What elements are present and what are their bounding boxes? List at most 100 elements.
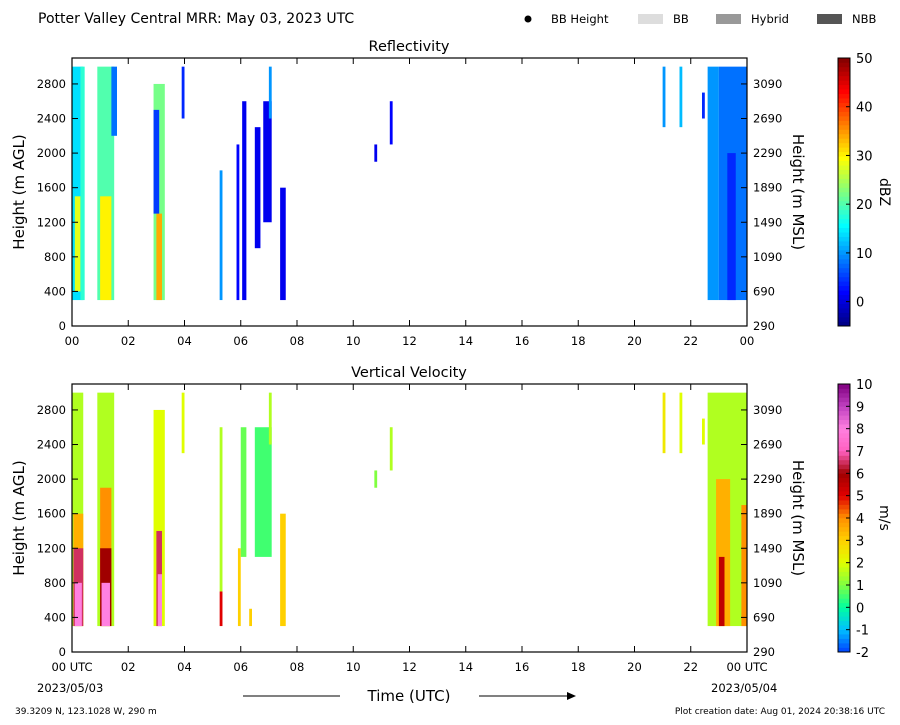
vertical-velocity-xtick-label: 08 — [290, 660, 305, 674]
start-date: 2023/05/03 — [37, 681, 103, 695]
reflectivity-panel: Reflectivity 00 02 04 06 08 10 12 14 16 18 20 22 000… — [10, 39, 892, 348]
reflectivity-xtick-label: 16 — [515, 334, 530, 348]
reflectivity-xtick-label: 00 — [740, 334, 755, 348]
vertical-velocity-colorbar-swatch — [838, 406, 850, 412]
vertical-velocity-colorbar-swatch — [838, 580, 850, 586]
vertical-velocity-colorbar-swatch — [838, 517, 850, 523]
vertical-velocity-colorbar-swatch — [838, 455, 850, 461]
vertical-velocity-ytick-right-label: 290 — [753, 645, 775, 659]
vertical-velocity-xtick-label: 02 — [121, 660, 136, 674]
reflectivity-ylabel-right: Height (m MSL) — [789, 134, 807, 250]
reflectivity-colorbar-swatch — [838, 205, 850, 211]
vertical-velocity-xtick-label: 12 — [402, 660, 417, 674]
reflectivity-colorbar-swatch — [838, 124, 850, 130]
reflectivity-ytick-left-label: 800 — [44, 250, 66, 264]
creation-date-text: Plot creation date: Aug 01, 2024 20:38:1… — [675, 707, 885, 717]
vertical-velocity-ytick-left-label: 800 — [44, 576, 66, 590]
reflectivity-ytick-left-label: 2800 — [37, 77, 66, 91]
vertical-velocity-echo-cell — [249, 608, 252, 627]
vertical-velocity-echo-cell — [268, 392, 272, 445]
reflectivity-colorbar-label: dBZ — [876, 178, 892, 206]
vertical-velocity-colorbar-swatch — [838, 557, 850, 563]
vertical-velocity-colorbar-swatch — [838, 642, 850, 648]
reflectivity-echo-cell — [219, 170, 223, 301]
reflectivity-colorbar-swatch — [838, 245, 850, 251]
legend-bb-height-marker — [524, 15, 532, 23]
vertical-velocity-xtick-label: 22 — [683, 660, 698, 674]
vertical-velocity-xtick-label: 06 — [233, 660, 248, 674]
reflectivity-colorbar-swatch — [838, 97, 850, 103]
vertical-velocity-colorbar-tick-label: 7 — [856, 445, 864, 460]
reflectivity-colorbar-tick-label: 0 — [856, 296, 864, 311]
vertical-velocity-colorbar-swatch — [838, 441, 850, 447]
reflectivity-plot-frame — [71, 57, 748, 327]
reflectivity-colorbar-swatch — [838, 294, 850, 300]
vertical-velocity-colorbar-swatch — [838, 446, 850, 452]
vertical-velocity-colorbar-swatch — [838, 392, 850, 398]
reflectivity-title: Reflectivity — [369, 39, 450, 55]
vertical-velocity-colorbar-swatch — [838, 611, 850, 617]
vertical-velocity-colorbar-swatch — [838, 584, 850, 590]
vertical-velocity-ytick-right-label: 3090 — [753, 403, 782, 417]
vertical-velocity-colorbar-swatch — [838, 615, 850, 622]
reflectivity-echo-cell — [268, 66, 272, 119]
vertical-velocity-colorbar-swatch — [838, 638, 850, 644]
vertical-velocity-colorbar-swatch — [838, 508, 850, 514]
vertical-velocity-ytick-left-label: 0 — [59, 645, 66, 659]
vertical-velocity-xtick-label: 04 — [177, 660, 192, 674]
reflectivity-colorbar-swatch — [838, 57, 850, 63]
reflectivity-colorbar-swatch — [838, 129, 850, 135]
figure-title: Potter Valley Central MRR: May 03, 2023 … — [38, 11, 354, 27]
vertical-velocity-colorbar-tick-label: 3 — [856, 534, 864, 549]
reflectivity-colorbar-swatch — [838, 196, 850, 202]
vertical-velocity-title: Vertical Velocity — [351, 365, 467, 381]
vertical-velocity-echo-cell — [718, 556, 725, 627]
reflectivity-colorbar-swatch — [838, 218, 850, 224]
vertical-velocity-colorbar-swatch — [838, 513, 850, 519]
legend-bb-swatch — [638, 14, 663, 24]
vertical-velocity-ytick-right-label: 1090 — [753, 576, 782, 590]
vertical-velocity-echo-cell — [240, 427, 247, 557]
vertical-velocity-colorbar-label: m/s — [876, 505, 892, 531]
vertical-velocity-colorbar-swatch — [838, 490, 850, 496]
vertical-velocity-echo-cell — [101, 582, 110, 627]
reflectivity-colorbar-swatch — [838, 209, 850, 215]
reflectivity-echo-cell — [242, 101, 247, 301]
reflectivity-ytick-right-label: 1490 — [753, 215, 782, 229]
reflectivity-colorbar-swatch — [838, 254, 850, 260]
reflectivity-echo-cell — [389, 101, 393, 145]
vertical-velocity-ylabel-right: Height (m MSL) — [789, 460, 807, 576]
reflectivity-echo-cell — [181, 66, 185, 119]
reflectivity-echo-cell — [280, 187, 286, 301]
vertical-velocity-colorbar-swatch — [838, 477, 850, 483]
reflectivity-ytick-left-label: 2400 — [37, 112, 66, 126]
vertical-velocity-colorbar-swatch — [838, 535, 850, 541]
reflectivity-echo-cell — [153, 109, 160, 214]
reflectivity-echo-cell — [80, 66, 85, 301]
reflectivity-xtick-label: 22 — [683, 334, 698, 348]
reflectivity-ytick-right-label: 3090 — [753, 77, 782, 91]
vertical-velocity-xtick-label: 10 — [346, 660, 361, 674]
legend-bb-label: BB — [673, 12, 689, 26]
vertical-velocity-echo-cell — [741, 505, 747, 627]
vertical-velocity-colorbar-swatch — [838, 401, 850, 407]
vertical-velocity-echo-cell — [679, 392, 683, 454]
vertical-velocity-panel: Vertical Velocity 00 UTC 02 04 06 08 10 12 14 16… — [10, 365, 892, 674]
vertical-velocity-colorbar-swatch — [838, 397, 850, 403]
legend-nbb-label: NBB — [852, 12, 876, 26]
vertical-velocity-colorbar: -2 -1 0 1 2 3 4 5 6 7 8 9 10 — [837, 378, 873, 661]
reflectivity-colorbar-frame — [837, 57, 851, 327]
location-text: 39.3209 N, 123.1028 W, 290 m — [15, 707, 157, 717]
reflectivity-colorbar-swatch — [838, 102, 850, 108]
reflectivity-echo-cell — [100, 196, 112, 301]
vertical-velocity-colorbar-tick-label: 6 — [856, 467, 864, 482]
reflectivity-colorbar-swatch — [838, 169, 850, 175]
reflectivity-colorbar-swatch — [838, 222, 850, 229]
vertical-velocity-colorbar-swatch — [838, 629, 850, 635]
reflectivity-ytick-right-label: 290 — [753, 319, 775, 333]
reflectivity-colorbar-swatch — [838, 111, 850, 117]
reflectivity-echo-cell — [702, 92, 705, 119]
legend-hybrid-swatch — [716, 14, 741, 24]
vertical-velocity-ytick-right-label: 2290 — [753, 472, 782, 486]
reflectivity-ytick-right-label: 2290 — [753, 146, 782, 160]
